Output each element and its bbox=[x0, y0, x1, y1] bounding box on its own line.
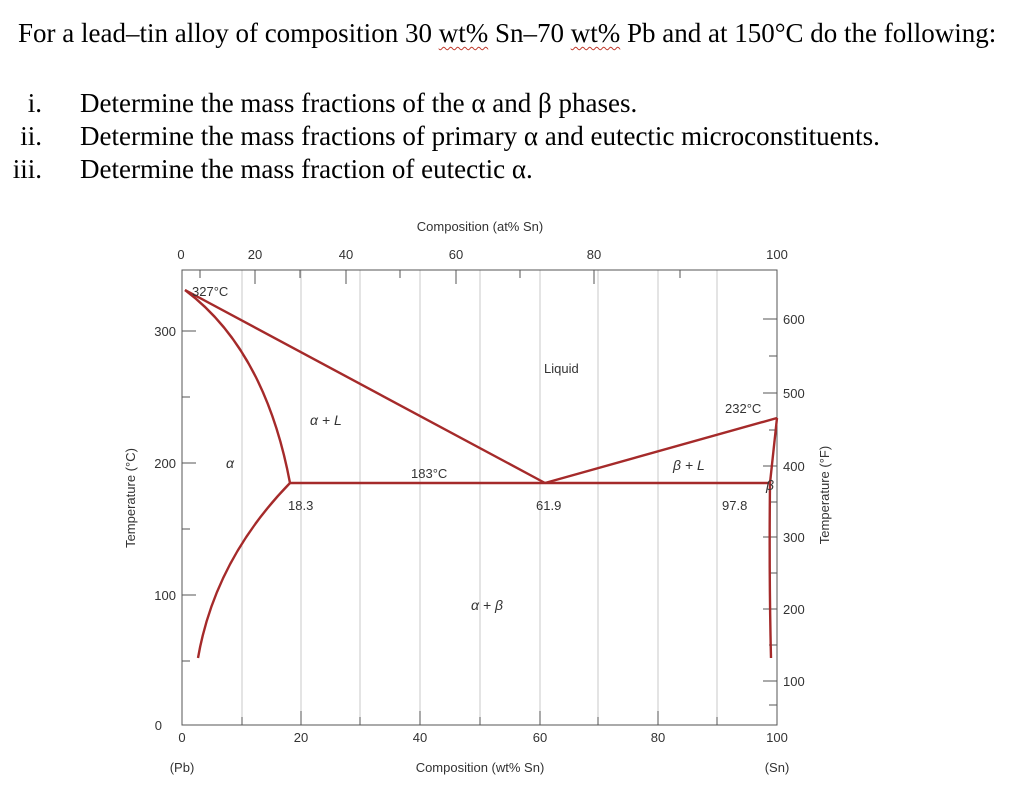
left-ticks bbox=[182, 330, 196, 662]
beta-limit-label: 97.8 bbox=[722, 498, 747, 513]
beta-plus-liquid-label: β + L bbox=[672, 457, 705, 473]
item-number: ii. bbox=[20, 121, 42, 151]
left-axis-label: Temperature (°C) bbox=[123, 448, 138, 548]
top-tick-label: 0 bbox=[177, 247, 184, 262]
alpha-solidus bbox=[184, 289, 292, 484]
right-tick-label: 600 bbox=[783, 312, 805, 327]
right-tick-label: 100 bbox=[783, 674, 805, 689]
eutectic-composition-label: 61.9 bbox=[536, 498, 561, 513]
pb-label: (Pb) bbox=[170, 760, 195, 775]
eutectic-temp-label: 183°C bbox=[411, 466, 447, 481]
top-tick-label: 80 bbox=[587, 247, 601, 262]
bottom-tick-label: 20 bbox=[294, 730, 308, 745]
title-part-wt: wt% bbox=[570, 18, 621, 48]
top-tick-labels: 0 20 40 60 80 100 bbox=[177, 247, 787, 262]
bottom-ticks bbox=[241, 711, 718, 725]
right-axis-label: Temperature (°F) bbox=[817, 446, 832, 544]
bottom-tick-label: 80 bbox=[651, 730, 665, 745]
title-part: Pb and at 150°C do the following: bbox=[620, 18, 997, 48]
top-ticks bbox=[199, 270, 681, 284]
question-title: For a lead–tin alloy of composition 30 w… bbox=[18, 18, 996, 49]
bottom-axis-label: Composition (wt% Sn) bbox=[416, 760, 545, 775]
top-tick-label: 40 bbox=[339, 247, 353, 262]
left-tick-label: 0 bbox=[155, 718, 162, 733]
alpha-plus-liquid-label: α + L bbox=[310, 412, 342, 428]
liquidus-right bbox=[544, 416, 778, 485]
left-tick-label: 100 bbox=[154, 588, 176, 603]
diagram-annotations: 327°C 232°C 183°C 18.3 61.9 97.8 Liquid bbox=[192, 284, 761, 513]
bottom-tick-labels: 0 20 40 60 80 100 bbox=[178, 730, 787, 745]
item-text: Determine the mass fractions of the α an… bbox=[80, 88, 638, 118]
title-part-wt: wt% bbox=[438, 18, 489, 48]
phase-region-labels: α + L β + L α β α + β bbox=[226, 412, 774, 613]
item-text: Determine the mass fractions of primary … bbox=[80, 121, 880, 151]
item-text: Determine the mass fraction of eutectic … bbox=[80, 154, 533, 184]
right-tick-label: 300 bbox=[783, 530, 805, 545]
left-tick-label: 300 bbox=[154, 324, 176, 339]
pb-melting-point-label: 327°C bbox=[192, 284, 228, 299]
right-tick-label: 400 bbox=[783, 459, 805, 474]
top-tick-label: 60 bbox=[449, 247, 463, 262]
phase-boundaries bbox=[184, 288, 779, 659]
alpha-solvus bbox=[196, 482, 291, 659]
bottom-tick-label: 40 bbox=[413, 730, 427, 745]
beta-region-label: β bbox=[765, 477, 774, 493]
phase-diagram-svg: 0 20 40 60 80 100 0 20 40 60 80 100 0 10… bbox=[123, 219, 832, 775]
bottom-tick-label: 0 bbox=[178, 730, 185, 745]
liquid-region-label: Liquid bbox=[544, 361, 579, 376]
beta-solidus bbox=[768, 417, 779, 484]
question-block: For a lead–tin alloy of composition 30 w… bbox=[0, 0, 1024, 200]
left-tick-labels: 0 100 200 300 bbox=[154, 324, 176, 733]
title-part: For a lead–tin alloy of composition 30 bbox=[18, 18, 439, 48]
bottom-tick-label: 60 bbox=[533, 730, 547, 745]
sn-label: (Sn) bbox=[765, 760, 790, 775]
grid bbox=[241, 270, 718, 725]
item-number: i. bbox=[27, 88, 42, 118]
liquidus-left bbox=[184, 288, 546, 485]
right-tick-labels: 100 200 300 400 500 600 bbox=[783, 312, 805, 689]
bottom-tick-label: 100 bbox=[766, 730, 788, 745]
top-axis-label: Composition (at% Sn) bbox=[417, 219, 543, 234]
top-tick-label: 100 bbox=[766, 247, 788, 262]
top-tick-label: 20 bbox=[248, 247, 262, 262]
sn-melting-point-label: 232°C bbox=[725, 401, 761, 416]
title-part: Sn–70 bbox=[488, 18, 571, 48]
item-number: iii. bbox=[12, 154, 42, 184]
alpha-plus-beta-label: α + β bbox=[471, 597, 503, 613]
beta-solvus bbox=[768, 482, 773, 659]
right-tick-label: 200 bbox=[783, 602, 805, 617]
alpha-limit-label: 18.3 bbox=[288, 498, 313, 513]
left-tick-label: 200 bbox=[154, 456, 176, 471]
phase-diagram: 0 20 40 60 80 100 0 20 40 60 80 100 0 10… bbox=[0, 200, 1024, 794]
alpha-region-label: α bbox=[226, 455, 235, 471]
right-tick-label: 500 bbox=[783, 386, 805, 401]
